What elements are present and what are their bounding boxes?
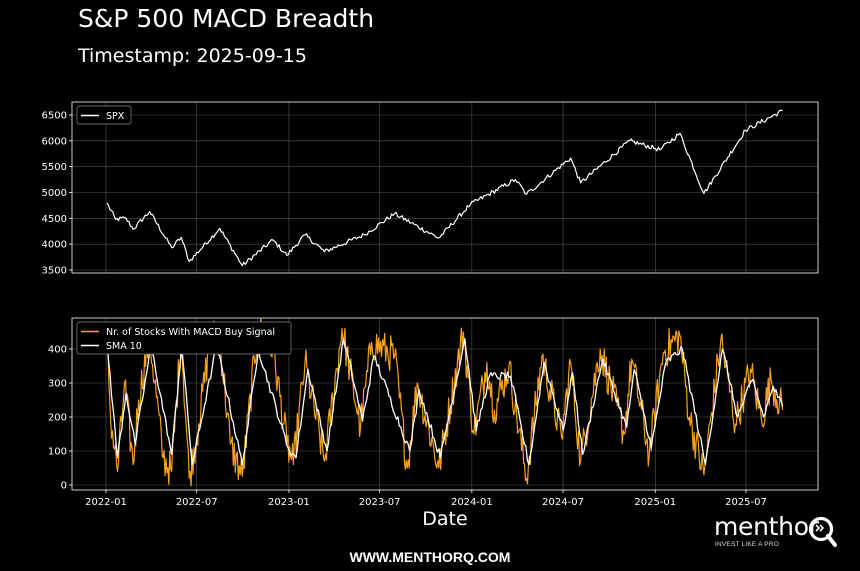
x-tick-label: 2023-01 [268, 497, 310, 508]
legend-label: Nr. of Stocks With MACD Buy Signal [106, 327, 275, 338]
legend-label: SPX [106, 111, 125, 122]
y-tick-label: 5500 [42, 162, 67, 173]
chart-title: S&P 500 MACD Breadth [78, 4, 375, 33]
panel-1-legend: SPX [76, 105, 132, 125]
x-tick-label: 2022-01 [85, 497, 127, 508]
panel-2-frame [71, 317, 819, 491]
y-tick-label: 0 [61, 481, 67, 492]
panel-1-frame [71, 101, 819, 274]
x-tick-label: 2022-07 [176, 497, 218, 508]
y-tick-label: 6000 [42, 136, 67, 147]
y-tick-label: 4000 [42, 240, 67, 251]
footer-url: WWW.MENTHORQ.COM [349, 549, 511, 565]
y-tick-label: 6500 [42, 111, 67, 122]
panel-1-grid [72, 102, 818, 273]
y-tick-label: 5000 [42, 188, 67, 199]
y-tick-label: 4500 [42, 214, 67, 225]
x-tick-label: 2025-01 [634, 497, 676, 508]
legend-box [76, 321, 292, 355]
logo-tagline: INVEST LIKE A PRO [715, 541, 779, 548]
x-tick-label: 2024-07 [542, 497, 584, 508]
legend-label: SMA 10 [106, 341, 142, 352]
y-tick-label: 100 [48, 447, 67, 458]
logo-wordmark: menthor [714, 512, 819, 541]
x-tick-label: 2025-07 [725, 497, 767, 508]
panel-2-legend: Nr. of Stocks With MACD Buy Signal SMA 10 [76, 321, 292, 355]
legend-box [76, 105, 132, 125]
y-tick-label: 3500 [42, 266, 67, 277]
x-tick-label: 2024-01 [451, 497, 493, 508]
y-tick-label: 400 [48, 345, 67, 356]
series-line-1-1 [106, 109, 783, 267]
y-tick-label: 300 [48, 379, 67, 390]
q-magnifier-icon [808, 516, 837, 547]
x-tick-label: 2023-07 [359, 497, 401, 508]
x-axis-label: Date [422, 508, 467, 530]
menthorq-logo: menthor INVEST LIKE A PRO [714, 512, 844, 550]
series-line-2-2 [106, 338, 784, 466]
chart-subtitle: Timestamp: 2025-09-15 [78, 45, 307, 67]
y-tick-label: 200 [48, 413, 67, 424]
